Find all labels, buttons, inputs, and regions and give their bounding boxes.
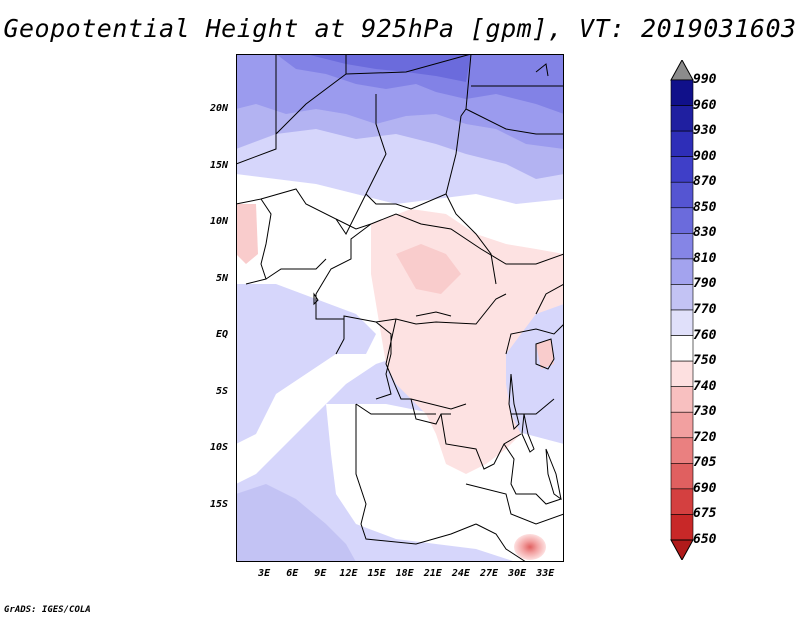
colorbar-block — [670, 463, 694, 490]
lat-tick-label: 20N — [209, 103, 228, 115]
colorbar-block — [670, 207, 694, 234]
colorbar-label: 730 — [693, 404, 717, 420]
colorbar-label: 690 — [693, 480, 717, 496]
colorbar-label: 740 — [693, 378, 717, 394]
colorbar-block — [670, 309, 694, 336]
lakes — [313, 63, 562, 501]
colorbar-label: 830 — [693, 225, 717, 241]
colorbar-label: 760 — [693, 327, 717, 343]
colorbar-label: 720 — [693, 429, 717, 445]
field-740-patch — [396, 244, 461, 294]
lat-tick-label: 15N — [209, 159, 228, 171]
colorbar-block — [670, 130, 694, 157]
field-740-west — [236, 204, 258, 264]
colorbar-block — [670, 105, 694, 132]
lon-tick-label: 15E — [367, 568, 386, 579]
field-sw-blue — [236, 484, 356, 562]
lon-tick-label: 6E — [286, 568, 299, 579]
lat-tick-label: 5S — [215, 385, 228, 397]
lon-tick-label: 9E — [314, 568, 327, 579]
colorbar-block — [670, 233, 694, 260]
field-850 — [306, 54, 471, 82]
colorbar-label: 675 — [693, 506, 717, 522]
map-title: Geopotential Height at 925hPa [gpm], VT:… — [3, 14, 797, 43]
colorbar-block — [670, 156, 694, 183]
lon-tick-label: 3E — [258, 568, 271, 579]
colorbar-block — [670, 284, 694, 311]
colorbar-bottom-triangle — [670, 539, 694, 560]
colorbar-label: 900 — [693, 148, 717, 164]
map-frame — [236, 54, 564, 562]
colorbar-block — [670, 79, 694, 106]
colorbar-label: 810 — [693, 250, 717, 266]
colorbar-block — [670, 488, 694, 515]
lon-tick-label: 21E — [423, 568, 442, 579]
field-west-blue — [236, 284, 376, 444]
colorbar-label: 650 — [693, 532, 717, 547]
grads-credit: GrADS: IGES/COLA — [4, 605, 91, 615]
colorbar-label: 990 — [693, 72, 717, 87]
colorbar-block — [670, 258, 694, 285]
colorbar-label: 705 — [693, 455, 717, 471]
lat-tick-label: 15S — [209, 498, 228, 510]
lat-tick-label: 5N — [215, 272, 228, 284]
lat-tick-label: EQ — [215, 329, 228, 341]
field-830 — [276, 54, 564, 114]
lon-tick-label: 12E — [339, 568, 358, 579]
lon-tick-label: 33E — [536, 568, 555, 579]
colorbar-block — [670, 437, 694, 464]
colorbar-label: 850 — [693, 199, 717, 215]
colorbar-block — [670, 514, 694, 541]
colorbar-block — [670, 386, 694, 413]
field-740-east — [536, 339, 554, 369]
colorbar — [670, 60, 694, 560]
lon-tick-label: 18E — [395, 568, 414, 579]
colorbar-block — [670, 335, 694, 362]
colorbar-label: 870 — [693, 174, 717, 190]
lon-tick-label: 30E — [508, 568, 527, 579]
lat-tick-label: 10S — [209, 442, 228, 454]
colorbar-label: 770 — [693, 302, 717, 317]
colorbar-top-triangle — [670, 60, 694, 81]
lon-tick-label: 24E — [451, 568, 470, 579]
colorbar-block — [670, 411, 694, 439]
colorbar-block — [670, 181, 694, 209]
lon-tick-label: 27E — [479, 568, 499, 579]
geopotential-map — [236, 54, 564, 562]
colorbar-block — [670, 360, 694, 387]
colorbar-label: 750 — [693, 353, 717, 369]
colorbar-label: 930 — [693, 123, 717, 139]
country-borders — [236, 54, 564, 562]
lat-tick-label: 10N — [209, 216, 228, 228]
low-center — [514, 534, 546, 560]
colorbar-label: 790 — [693, 276, 717, 292]
colorbar-label: 960 — [693, 97, 717, 113]
map-panel: 20N 15N 10N 5N EQ 5S 10S 15S 3E 6E 9E 12E 15E 18E 21E… — [210, 54, 564, 579]
